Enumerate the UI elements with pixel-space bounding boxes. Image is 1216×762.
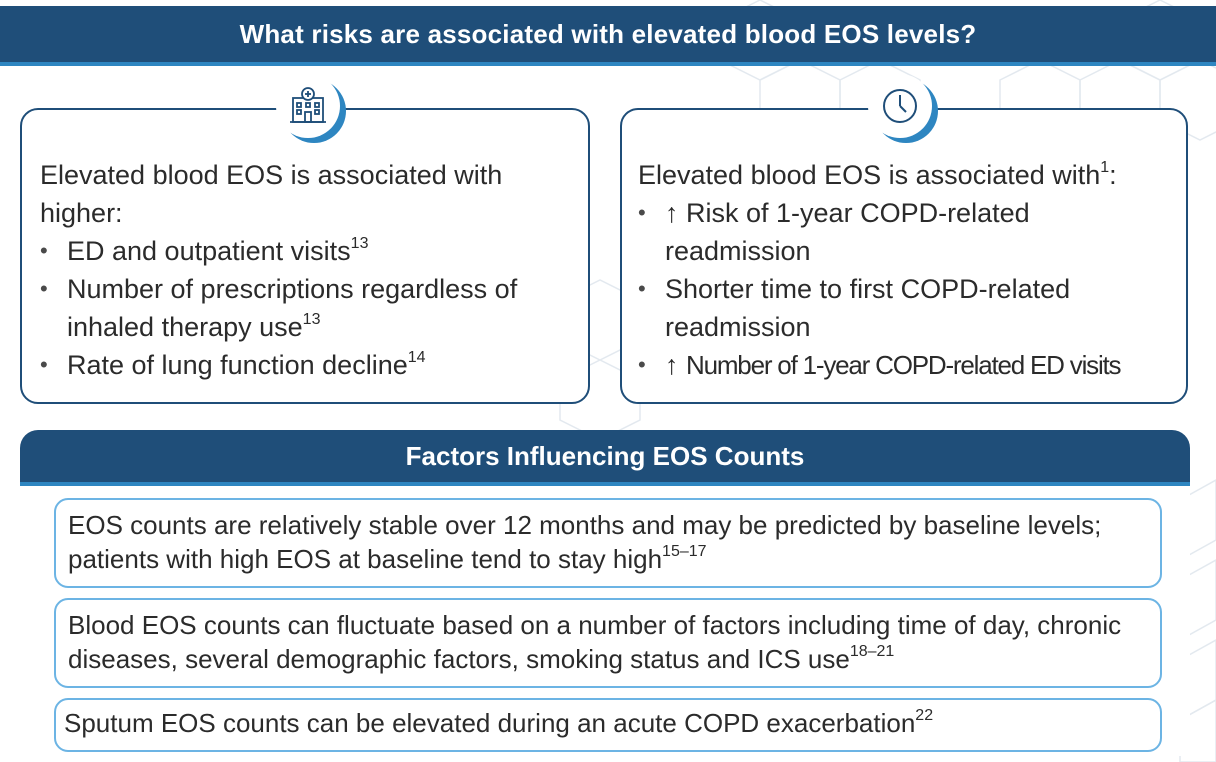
- higher-risk-card: Elevated blood EOS is associated with hi…: [20, 108, 590, 404]
- higher-risk-list: • ED and outpatient visits13 • Number of p…: [40, 232, 570, 384]
- hospital-icon-badge: [276, 74, 354, 152]
- list-item: • Shorter time to first COPD-related read…: [638, 274, 1071, 342]
- list-item: • Rate of lung function decline14: [40, 349, 426, 381]
- clock-icon: [868, 74, 932, 138]
- up-arrow-icon: ↑: [665, 350, 679, 380]
- page-header: What risks are associated with elevated …: [0, 6, 1216, 66]
- higher-risk-lead: Elevated blood EOS is associated with hi…: [40, 160, 503, 228]
- list-item: • ED and outpatient visits13: [40, 235, 369, 267]
- factors-title: Factors Influencing EOS Counts: [405, 440, 805, 471]
- clock-icon-badge: [868, 74, 946, 152]
- factors-section-header: Factors Influencing EOS Counts: [20, 430, 1190, 486]
- list-item: • ↑ Number of 1-year COPD-related ED visi…: [638, 350, 1122, 380]
- readmission-risk-card: Elevated blood EOS is associated with1: …: [620, 108, 1188, 404]
- factor-box: Blood EOS counts can fluctuate based on …: [54, 598, 1162, 688]
- list-item: • ↑ Risk of 1-year COPD-related readmissi…: [638, 198, 1030, 266]
- hospital-icon: [276, 74, 340, 138]
- factor-box: Sputum EOS counts can be elevated during…: [54, 698, 1162, 752]
- readmission-risk-list: • ↑ Risk of 1-year COPD-related readmissi…: [638, 194, 1170, 384]
- up-arrow-icon: ↑: [665, 198, 679, 228]
- page-title: What risks are associated with elevated …: [239, 18, 977, 49]
- readmission-risk-lead: Elevated blood EOS is associated with1:: [638, 159, 1117, 191]
- list-item: • Number of prescriptions regardless of i…: [40, 274, 518, 342]
- factor-box: EOS counts are relatively stable over 12…: [54, 498, 1162, 588]
